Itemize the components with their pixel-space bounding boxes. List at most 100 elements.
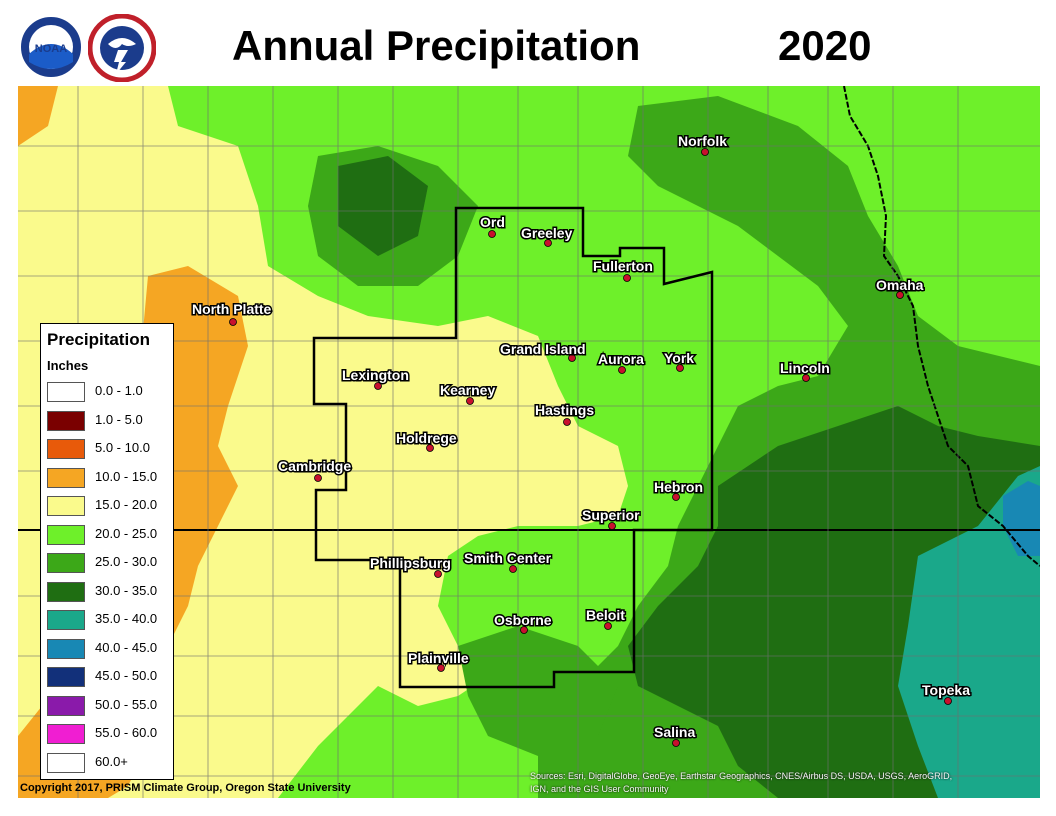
- city-label: Osborne: [494, 612, 552, 628]
- legend-swatch: [47, 610, 85, 630]
- map-title: Annual Precipitation: [232, 22, 641, 69]
- city-holdrege: Holdrege: [395, 429, 458, 452]
- forecast-area-boundary: [312, 206, 714, 689]
- legend-label: 0.0 - 1.0: [95, 383, 143, 398]
- city-smith-center: Smith Center: [463, 549, 553, 573]
- legend: Precipitation Inches 0.0 - 1.0 1.0 - 5.0 5…: [40, 323, 174, 780]
- city-north-platte: North Platte: [191, 300, 273, 326]
- legend-title: Precipitation: [47, 330, 150, 349]
- city-label: Holdrege: [396, 430, 457, 446]
- legend-label: 30.0 - 35.0: [95, 582, 158, 598]
- city-marker: [314, 474, 322, 482]
- city-marker: [618, 366, 626, 374]
- city-marker: [374, 382, 382, 390]
- legend-label: 15.0 - 20.0: [95, 497, 158, 512]
- city-marker: [563, 418, 571, 426]
- city-label: Aurora: [598, 351, 644, 367]
- legend-label: 1.0 - 5.0: [95, 411, 143, 427]
- city-aurora: Aurora: [597, 350, 646, 374]
- legend-label: 10.0 - 15.0: [95, 468, 158, 484]
- map-year: 2020: [778, 22, 872, 69]
- city-norfolk: Norfolk: [677, 132, 729, 156]
- city-label: Norfolk: [678, 133, 727, 149]
- city-grand-island: Grand Island: [499, 340, 587, 362]
- city-marker: [701, 148, 709, 156]
- city-hebron: Hebron: [653, 478, 705, 501]
- legend-swatch: [47, 638, 85, 659]
- city-marker: [520, 626, 528, 634]
- legend-swatch: [47, 724, 85, 744]
- legend-label: 60.0+: [95, 753, 128, 769]
- copyright-text: Copyright 2017, PRISM Climate Group, Ore…: [20, 782, 351, 794]
- city-label: Smith Center: [464, 550, 552, 566]
- city-marker: [466, 397, 474, 405]
- city-ord: Ord: [479, 213, 506, 238]
- city-marker: [896, 291, 904, 299]
- city-lincoln: Lincoln: [779, 359, 831, 382]
- city-label: Cambridge: [278, 458, 351, 474]
- city-marker: [488, 230, 496, 238]
- legend-label: 55.0 - 60.0: [95, 725, 158, 740]
- city-label: Beloit: [586, 607, 625, 623]
- noaa-logo-text: NOAA: [35, 43, 67, 55]
- city-greeley: Greeley: [520, 224, 574, 247]
- city-marker: [623, 274, 631, 282]
- city-label: Lincoln: [780, 360, 830, 376]
- city-phillipsburg: Phillipsburg: [369, 554, 452, 578]
- city-kearney: Kearney: [439, 381, 497, 405]
- legend-swatch: [47, 467, 85, 488]
- city-marker: [544, 239, 552, 247]
- legend-swatch: [47, 553, 85, 573]
- city-label: Plainville: [408, 650, 469, 666]
- city-marker: [604, 622, 612, 630]
- city-label: Superior: [582, 507, 640, 523]
- city-topeka: Topeka: [921, 681, 972, 705]
- city-plainville: Plainville: [407, 649, 470, 672]
- city-marker: [426, 444, 434, 452]
- legend-swatch: [47, 524, 85, 545]
- noaa-logo: NOAA: [19, 15, 83, 79]
- legend-label: 50.0 - 55.0: [95, 696, 158, 712]
- legend-swatch: [47, 410, 85, 431]
- legend-label: 25.0 - 30.0: [95, 554, 158, 569]
- city-marker: [676, 364, 684, 372]
- legend-label: 5.0 - 10.0: [95, 440, 150, 455]
- city-label: Ord: [480, 214, 505, 230]
- city-marker: [672, 739, 680, 747]
- city-label: Omaha: [876, 277, 924, 293]
- city-label: Salina: [654, 724, 695, 740]
- city-label: Grand Island: [500, 341, 586, 357]
- city-marker: [437, 664, 445, 672]
- legend-swatch: [47, 581, 85, 602]
- city-marker: [802, 374, 810, 382]
- city-marker: [608, 522, 616, 530]
- city-label: North Platte: [192, 301, 272, 317]
- city-layer: Norfolk Ord Greeley Fullerton Omaha North Pla…: [191, 132, 972, 747]
- legend-label: 45.0 - 50.0: [95, 668, 158, 683]
- city-label: Hastings: [535, 402, 594, 418]
- city-label: Fullerton: [593, 258, 653, 274]
- attribution-line-2: IGN, and the GIS User Community: [530, 784, 669, 794]
- legend-label: 40.0 - 45.0: [95, 639, 158, 655]
- city-omaha: Omaha: [875, 276, 925, 299]
- attribution-line-1: Sources: Esri, DigitalGlobe, GeoEye, Ear…: [530, 771, 953, 781]
- city-label: Topeka: [922, 682, 970, 698]
- city-marker: [509, 565, 517, 573]
- city-label: York: [664, 350, 694, 366]
- region-10-15-west: [18, 86, 58, 146]
- city-fullerton: Fullerton: [592, 257, 654, 282]
- city-marker: [434, 570, 442, 578]
- city-label: Phillipsburg: [370, 555, 451, 571]
- state-boundary-river: [843, 86, 1040, 567]
- legend-swatch: [47, 752, 85, 773]
- city-hastings: Hastings: [534, 401, 596, 426]
- city-lexington: Lexington: [341, 366, 410, 390]
- city-superior: Superior: [581, 506, 642, 530]
- city-salina: Salina: [653, 723, 697, 747]
- city-marker: [672, 493, 680, 501]
- city-beloit: Beloit: [585, 606, 627, 630]
- city-label: Lexington: [342, 367, 409, 383]
- legend-swatch: [47, 496, 85, 516]
- city-label: Greeley: [521, 225, 573, 241]
- precipitation-map: Norfolk Ord Greeley Fullerton Omaha North Pla…: [18, 86, 1040, 798]
